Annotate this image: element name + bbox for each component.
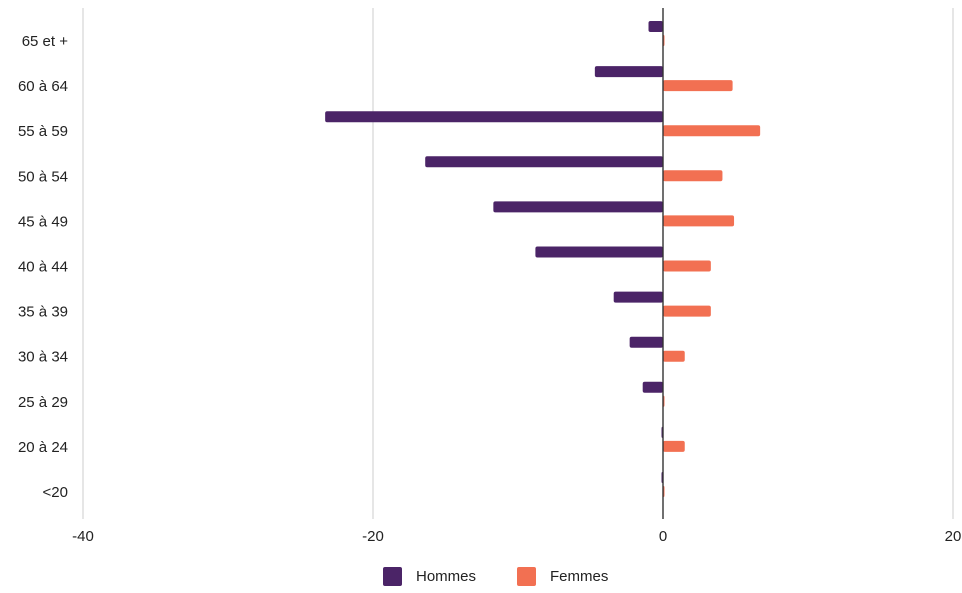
y-category-label: 20 à 24	[18, 439, 68, 456]
legend-label-hommes: Hommes	[416, 568, 477, 585]
bar-hommes-4[interactable]	[493, 201, 663, 213]
y-category-label: 35 à 39	[18, 304, 68, 321]
bar-femmes-3[interactable]	[663, 170, 723, 182]
y-category-label: 45 à 49	[18, 213, 68, 230]
y-category-label: 55 à 59	[18, 123, 68, 140]
y-category-label: 65 et +	[22, 33, 69, 50]
legend-swatch-hommes	[383, 567, 402, 586]
bar-hommes-3[interactable]	[425, 156, 663, 168]
bar-hommes-2[interactable]	[325, 111, 663, 123]
grid-layer	[82, 8, 954, 519]
bar-hommes-1[interactable]	[594, 66, 663, 78]
bar-femmes-2[interactable]	[663, 125, 761, 137]
legend-item-femmes[interactable]: Femmes	[517, 567, 608, 586]
bar-femmes-4[interactable]	[663, 215, 735, 227]
legend: Hommes Femmes	[383, 567, 649, 586]
y-category-label: 60 à 64	[18, 78, 68, 95]
legend-label-femmes: Femmes	[550, 568, 609, 585]
bar-femmes-9[interactable]	[663, 440, 685, 452]
bar-femmes-7[interactable]	[663, 350, 685, 362]
bar-layer	[325, 21, 761, 497]
y-category-label: 40 à 44	[18, 259, 68, 276]
bar-hommes-6[interactable]	[613, 291, 663, 303]
bar-femmes-5[interactable]	[663, 260, 711, 272]
bar-hommes-0[interactable]	[648, 21, 664, 32]
bar-femmes-6[interactable]	[663, 305, 711, 317]
x-tick-label: 20	[945, 528, 962, 545]
axis-layer: -40 -20 0 20 65 et + 60 à 64 55 à 59 50 à 54 45 …	[18, 8, 961, 545]
x-tick-label: -20	[362, 528, 384, 545]
x-tick-label: -40	[72, 528, 94, 545]
bar-femmes-1[interactable]	[663, 80, 733, 92]
legend-item-hommes[interactable]: Hommes	[383, 567, 476, 586]
y-category-label: 25 à 29	[18, 394, 68, 411]
y-category-label: 50 à 54	[18, 168, 68, 185]
bar-hommes-7[interactable]	[629, 336, 663, 348]
bar-hommes-8[interactable]	[642, 381, 663, 393]
x-tick-label: 0	[659, 528, 667, 545]
y-category-label: <20	[43, 484, 68, 501]
legend-swatch-femmes	[517, 567, 537, 586]
y-category-label: 30 à 34	[18, 349, 68, 366]
bar-hommes-5[interactable]	[535, 246, 663, 258]
